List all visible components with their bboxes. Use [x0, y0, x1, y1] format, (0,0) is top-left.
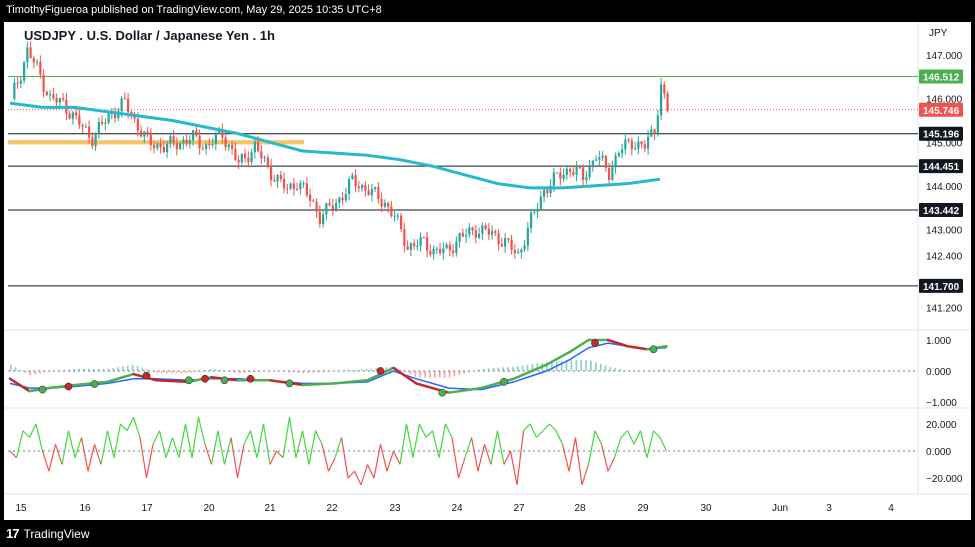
publisher-line: TimothyFigueroa published on TradingView…: [6, 4, 382, 16]
chart-area[interactable]: [4, 22, 971, 520]
tradingview-brand: TradingView: [23, 526, 90, 541]
chart-title: USDJPY . U.S. Dollar / Japanese Yen . 1h: [24, 28, 275, 43]
tradingview-logo-icon: 17: [6, 526, 20, 541]
footer-brand[interactable]: 17 TradingView: [6, 526, 90, 541]
currency-label[interactable]: JPY: [929, 28, 948, 39]
